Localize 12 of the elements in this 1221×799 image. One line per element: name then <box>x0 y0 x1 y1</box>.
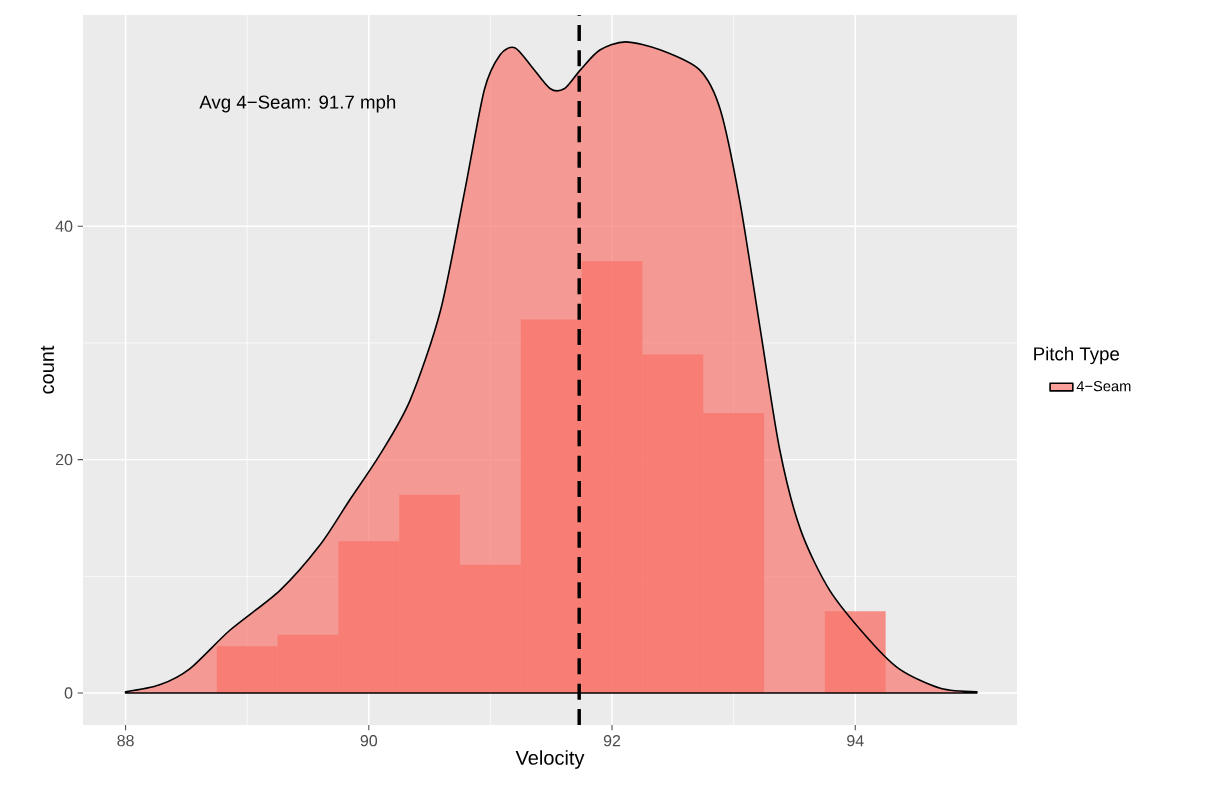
x-tick-label: 94 <box>847 735 864 747</box>
x-tick-label: 92 <box>603 735 621 747</box>
x-tick-label: 90 <box>360 735 378 747</box>
legend-label: 4−Seam <box>1076 380 1131 392</box>
y-tick-label: 40 <box>55 220 73 232</box>
legend-title: Pitch Type <box>1034 346 1120 365</box>
y-tick-label: 0 <box>64 687 73 699</box>
x-tick-label: 88 <box>117 735 134 747</box>
x-axis-title: Velocity <box>515 750 585 769</box>
y-tick-label: 20 <box>55 453 73 466</box>
annotation: Avg 4−Seam: 91.7 mph <box>199 95 396 113</box>
y-axis-title: count <box>40 345 55 394</box>
